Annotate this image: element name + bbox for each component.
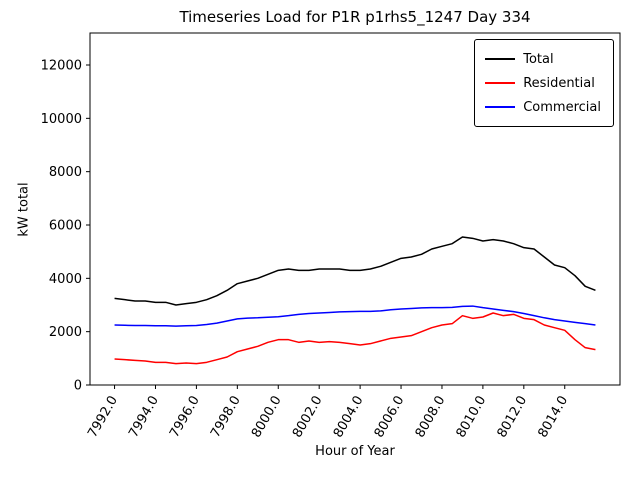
legend-label-residential: Residential (523, 75, 595, 91)
legend: Total Residential Commercial (474, 39, 614, 127)
y-tick-label: 0 (74, 379, 82, 394)
x-tick-label: 8004.0 (331, 394, 367, 441)
legend-item-commercial: Commercial (485, 95, 601, 119)
x-axis-label: Hour of Year (315, 444, 395, 459)
y-tick-label: 4000 (49, 272, 82, 287)
y-axis-label: kW total (16, 182, 32, 237)
x-tick-label: 7998.0 (208, 394, 244, 441)
legend-item-total: Total (485, 47, 601, 71)
series-total-line (114, 236, 596, 306)
x-axis-ticks: 7992.0 7994.0 7996.0 7998.0 8000.0 8002.0 8004… (85, 385, 571, 440)
x-tick-label: 7994.0 (126, 394, 162, 441)
y-tick-label: 2000 (49, 325, 82, 340)
y-tick-label: 10000 (41, 112, 82, 127)
legend-label-total: Total (523, 51, 554, 67)
legend-label-commercial: Commercial (523, 99, 601, 115)
x-tick-label: 8008.0 (413, 394, 449, 441)
chart-title: Timeseries Load for P1R p1rhs5_1247 Day … (179, 8, 531, 26)
y-tick-label: 12000 (41, 59, 82, 74)
legend-line-commercial (485, 106, 516, 108)
x-tick-label: 8002.0 (290, 394, 326, 441)
legend-line-total (485, 58, 516, 60)
y-tick-label: 8000 (49, 165, 82, 180)
y-axis-ticks: 0 2000 4000 6000 8000 10000 12000 (41, 59, 90, 394)
y-tick-label: 6000 (49, 219, 82, 234)
x-tick-label: 8006.0 (372, 394, 408, 441)
series-commercial-line (114, 305, 596, 327)
legend-item-residential: Residential (485, 71, 601, 95)
x-tick-label: 7996.0 (167, 394, 203, 441)
x-tick-label: 8012.0 (495, 394, 531, 441)
legend-line-residential (485, 82, 516, 84)
axes-frame (89, 32, 621, 386)
x-tick-label: 8010.0 (454, 394, 490, 441)
x-tick-label: 8000.0 (249, 394, 285, 441)
series-residential-line (114, 312, 596, 365)
x-tick-label: 8014.0 (535, 394, 571, 441)
x-tick-label: 7992.0 (85, 394, 121, 441)
